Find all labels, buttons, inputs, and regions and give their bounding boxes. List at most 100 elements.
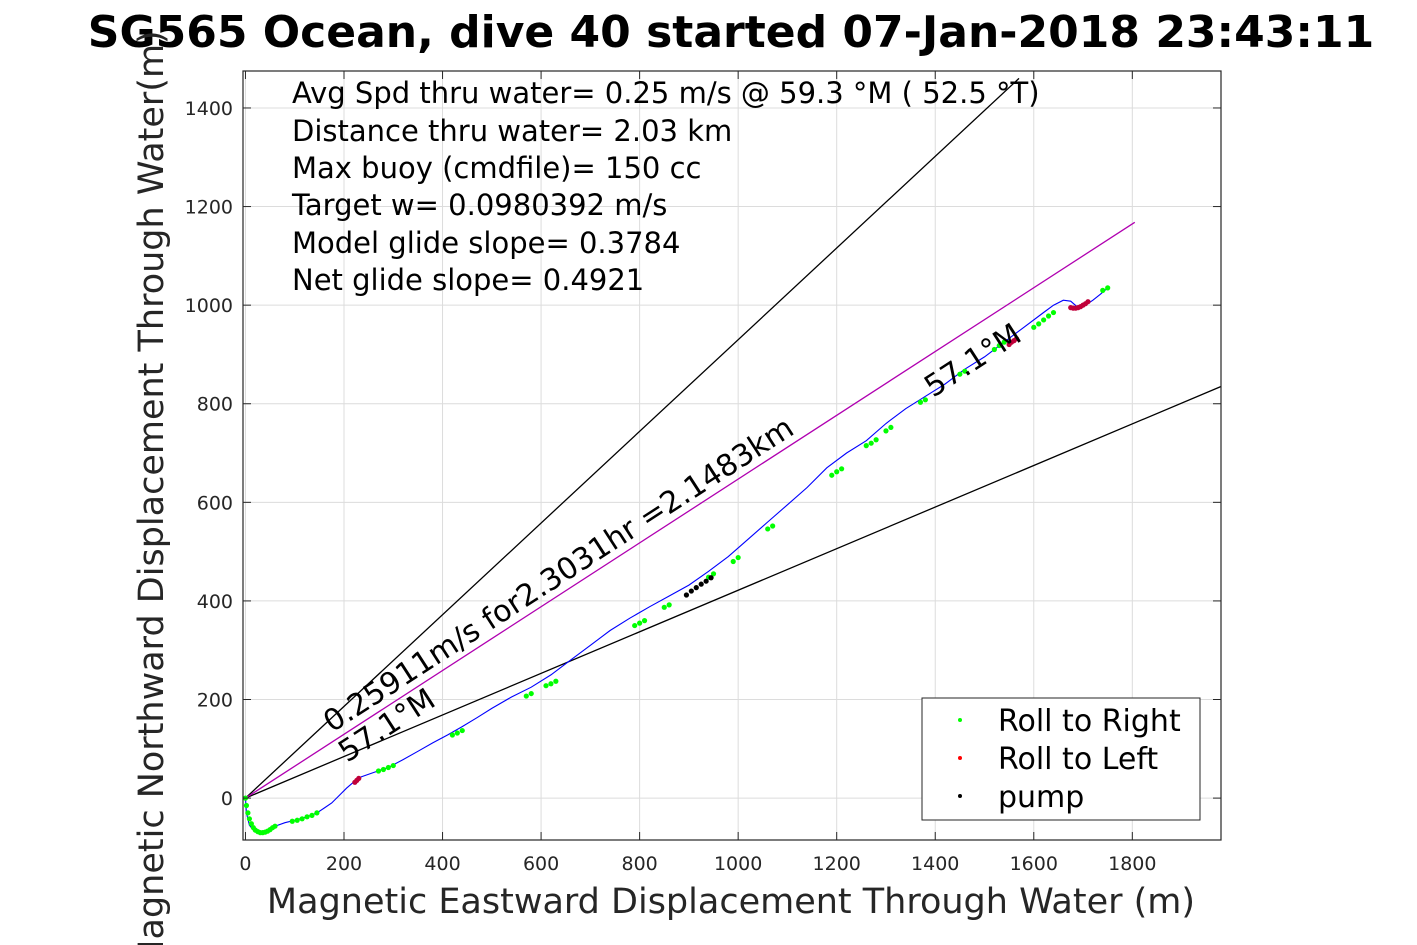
point-roll-to-right (304, 814, 310, 820)
point-roll-to-right (1031, 324, 1037, 330)
point-roll-to-right (730, 558, 736, 565)
x-tick-label: 1600 (1010, 853, 1058, 875)
point-pump (708, 575, 714, 581)
point-roll-to-right (299, 816, 305, 822)
x-tick-label: 1400 (911, 853, 959, 875)
stat-net-glide-slope: Net glide slope= 0.4921 (292, 263, 644, 297)
markers (242, 285, 1111, 836)
point-roll-to-right (637, 620, 643, 626)
x-tick-label: 1000 (714, 853, 762, 875)
point-roll-to-right (543, 683, 549, 689)
point-pump (703, 578, 709, 584)
point-roll-to-right (1036, 321, 1042, 327)
point-roll-to-right (548, 681, 554, 687)
point-roll-to-right (294, 817, 300, 823)
point-roll-to-right (710, 571, 717, 577)
point-roll-to-right (1001, 339, 1007, 345)
point-roll-to-right (454, 730, 460, 736)
y-tick-label: 0 (221, 788, 233, 810)
point-roll-to-right (272, 823, 278, 829)
point-roll-to-right (1105, 285, 1111, 291)
stat-max-buoy: Max buoy (cmdfile)= 150 cc (292, 151, 701, 185)
point-roll-to-right (245, 810, 251, 816)
legend-label-roll-right: Roll to Right (998, 704, 1181, 739)
point-roll-to-right (873, 437, 879, 443)
y-tick-label: 200 (197, 690, 233, 712)
point-roll-to-right (922, 397, 928, 403)
point-roll-to-right (917, 399, 924, 405)
reference-line-2 (245, 221, 1136, 799)
legend-label-roll-left: Roll to Left (998, 742, 1158, 777)
y-tick-label: 600 (197, 492, 233, 514)
point-roll-to-right (1045, 313, 1052, 319)
point-roll-to-right (770, 523, 776, 529)
x-tick-label: 200 (326, 853, 362, 875)
x-axis-label: Magnetic Eastward Displacement Through W… (267, 882, 1195, 922)
legend: Roll to Right Roll to Left pump (921, 697, 1201, 821)
point-roll-to-right (829, 472, 835, 478)
point-roll-to-left (1085, 299, 1091, 305)
stats-block: Avg Spd thru water= 0.25 m/s @ 59.3 °M (… (291, 76, 1040, 297)
legend-label-pump: pump (998, 780, 1084, 815)
y-tick-label: 1200 (185, 197, 233, 219)
point-roll-to-right (309, 812, 315, 818)
point-roll-to-right (246, 816, 253, 822)
point-roll-to-right (996, 342, 1002, 349)
y-tick-label: 400 (197, 591, 233, 613)
ticks: 0 200 400 600 800 1000 1200 1400 1600 1800 0 200 400… (185, 71, 1221, 875)
point-roll-to-right (553, 678, 559, 684)
point-roll-to-right (868, 440, 874, 446)
x-tick-label: 400 (424, 853, 460, 875)
stat-target-w: Target w= 0.0980392 m/s (291, 188, 667, 222)
reference-line-0 (245, 77, 1020, 799)
point-roll-to-right (962, 368, 968, 374)
point-roll-to-right (834, 469, 840, 475)
point-roll-to-left (1013, 336, 1020, 342)
point-pump (688, 588, 694, 594)
point-roll-to-right (765, 526, 771, 532)
x-tick-label: 600 (523, 853, 559, 875)
point-roll-to-right (243, 802, 250, 809)
point-roll-to-right (289, 818, 295, 824)
point-roll-to-right (957, 371, 963, 377)
legend-marker-pump (958, 794, 962, 798)
point-roll-to-right (528, 690, 534, 697)
chart-title: SG565 Ocean, dive 40 started 07-Jan-2018… (88, 7, 1374, 58)
point-roll-to-right (449, 732, 455, 738)
y-axis-label: Magnetic Northward Displacement Through … (132, 30, 172, 945)
point-roll-to-right (1050, 309, 1057, 316)
point-roll-to-right (839, 466, 845, 472)
point-roll-to-right (661, 604, 667, 610)
point-roll-to-right (1100, 287, 1106, 293)
point-roll-to-right (883, 428, 889, 434)
point-roll-to-right (523, 693, 529, 699)
x-tick-label: 0 (239, 853, 251, 875)
point-roll-to-right (735, 554, 741, 561)
point-roll-to-right (1041, 317, 1047, 323)
point-pump (683, 592, 690, 598)
point-roll-to-right (666, 602, 672, 608)
point-roll-to-right (248, 821, 254, 827)
stat-distance: Distance thru water= 2.03 km (292, 114, 732, 148)
point-roll-to-right (888, 424, 894, 431)
point-pump (698, 581, 704, 587)
point-roll-to-right (380, 766, 387, 773)
point-roll-to-right (314, 810, 320, 816)
stat-model-glide-slope: Model glide slope= 0.3784 (292, 226, 680, 260)
x-tick-label: 800 (621, 853, 657, 875)
y-tick-label: 1400 (185, 98, 233, 120)
legend-marker-roll-left (958, 756, 962, 760)
x-tick-label: 1800 (1108, 853, 1156, 875)
point-roll-to-right (632, 622, 638, 629)
reference-lines (245, 77, 1222, 799)
reference-line-1 (245, 385, 1222, 799)
stat-avg-speed: Avg Spd thru water= 0.25 m/s @ 59.3 °M (… (292, 76, 1040, 110)
point-roll-to-right (863, 443, 869, 449)
point-roll-to-left (356, 775, 362, 781)
point-roll-to-right (375, 768, 382, 774)
y-tick-label: 1000 (185, 295, 233, 317)
point-pump (693, 585, 699, 591)
x-tick-label: 1200 (813, 853, 861, 875)
point-roll-to-right (390, 762, 396, 769)
